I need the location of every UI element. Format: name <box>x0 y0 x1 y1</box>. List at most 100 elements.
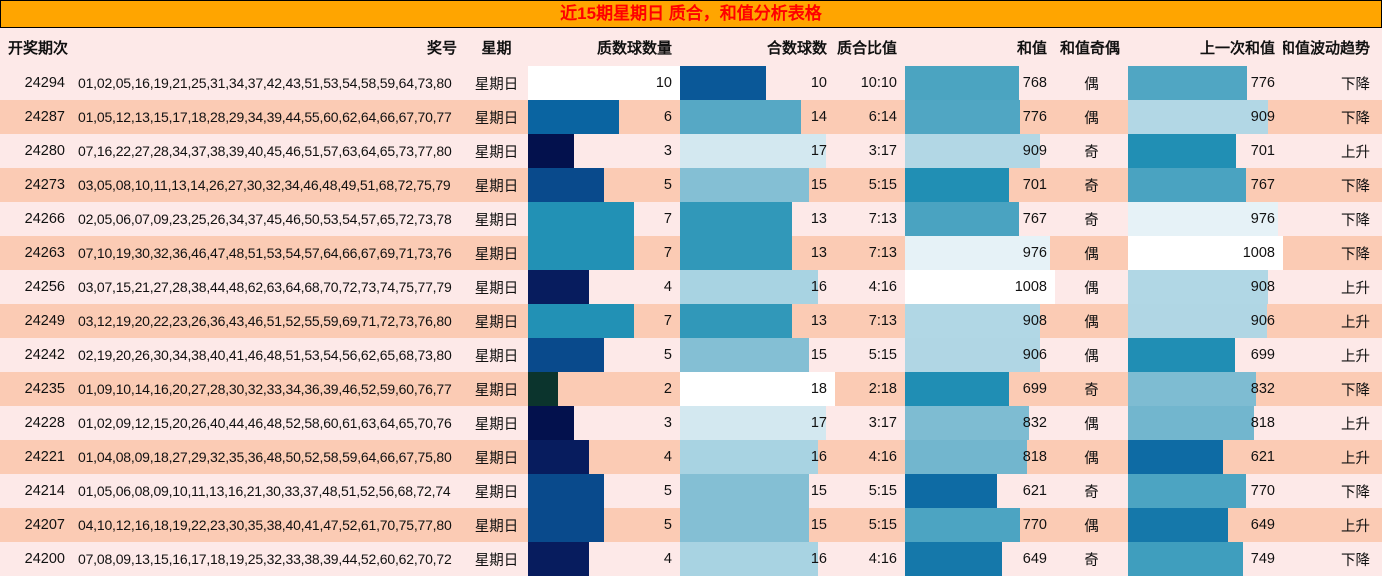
data-bar <box>528 440 589 474</box>
cell-composite-count: 13 <box>680 236 835 270</box>
cell-trend: 上升 <box>1341 416 1370 433</box>
cell-weekday: 星期日 <box>474 518 519 535</box>
cell-period: 24273 <box>24 177 65 193</box>
cell-period: 24221 <box>24 449 65 465</box>
cell-period: 24200 <box>24 551 65 567</box>
cell-weekday: 星期日 <box>474 314 519 331</box>
data-bar <box>528 100 620 134</box>
cell-weekday: 星期日 <box>474 348 519 365</box>
bar-value: 14 <box>810 109 827 125</box>
cell-sum: 976 <box>905 236 1055 270</box>
cell-sum: 768 <box>905 66 1055 100</box>
data-bar <box>680 100 801 134</box>
data-bar <box>680 236 792 270</box>
cell-sum-parity: 奇 <box>1084 382 1099 399</box>
cell-sum: 699 <box>905 372 1055 406</box>
cell-ratio: 5:15 <box>868 347 897 363</box>
bar-value: 13 <box>810 313 827 329</box>
cell-period: 24242 <box>24 347 65 363</box>
data-bar <box>680 372 835 406</box>
cell-prev-sum: 649 <box>1128 508 1283 542</box>
data-bar <box>905 440 1027 474</box>
cell-ratio: 7:13 <box>868 211 897 227</box>
data-bar <box>1128 372 1256 406</box>
data-bar <box>680 134 827 168</box>
bar-value: 5 <box>663 517 672 533</box>
header-cell-weekday: 星期 <box>481 39 512 57</box>
cell-weekday: 星期日 <box>474 552 519 569</box>
cell-prev-sum: 976 <box>1128 202 1283 236</box>
bar-value: 832 <box>1022 415 1047 431</box>
bar-value: 776 <box>1250 75 1275 91</box>
cell-prime-count: 4 <box>528 440 680 474</box>
cell-sum-parity: 偶 <box>1084 518 1099 535</box>
table-row: 24249 03,12,19,20,22,23,26,36,43,46,51,52… <box>0 304 1382 338</box>
data-bar <box>1128 134 1236 168</box>
cell-sum-parity: 奇 <box>1084 144 1099 161</box>
bar-value: 16 <box>810 449 827 465</box>
cell-prev-sum: 770 <box>1128 474 1283 508</box>
data-bar <box>905 168 1010 202</box>
bar-value: 13 <box>810 211 827 227</box>
table-row: 24287 01,05,12,13,15,17,18,28,29,34,39,44… <box>0 100 1382 134</box>
cell-sum-parity: 偶 <box>1084 246 1099 263</box>
cell-prev-sum: 701 <box>1128 134 1283 168</box>
bar-value: 5 <box>663 347 672 363</box>
bar-value: 2 <box>663 381 672 397</box>
cell-numbers: 03,07,15,21,27,28,38,44,48,62,63,64,68,7… <box>78 279 452 295</box>
cell-trend: 下降 <box>1341 382 1370 399</box>
bar-value: 649 <box>1022 551 1047 567</box>
bar-value: 701 <box>1022 177 1047 193</box>
bar-value: 776 <box>1022 109 1047 125</box>
bar-value: 5 <box>663 177 672 193</box>
cell-sum: 776 <box>905 100 1055 134</box>
data-bar <box>680 542 818 576</box>
bar-value: 621 <box>1022 483 1047 499</box>
cell-composite-count: 14 <box>680 100 835 134</box>
cell-composite-count: 16 <box>680 542 835 576</box>
cell-prev-sum: 621 <box>1128 440 1283 474</box>
data-bar <box>528 168 604 202</box>
cell-weekday: 星期日 <box>474 212 519 229</box>
cell-numbers: 03,12,19,20,22,23,26,36,43,46,51,52,55,5… <box>78 313 452 329</box>
cell-weekday: 星期日 <box>474 110 519 127</box>
cell-weekday: 星期日 <box>474 450 519 467</box>
cell-composite-count: 17 <box>680 406 835 440</box>
cell-sum-parity: 奇 <box>1084 552 1099 569</box>
cell-prev-sum: 832 <box>1128 372 1283 406</box>
table-body: 24294 01,02,05,16,19,21,25,31,34,37,42,43… <box>0 66 1382 576</box>
cell-prime-count: 6 <box>528 100 680 134</box>
data-bar <box>528 338 604 372</box>
cell-prev-sum: 908 <box>1128 270 1283 304</box>
cell-trend: 上升 <box>1341 348 1370 365</box>
data-bar <box>680 270 818 304</box>
cell-ratio: 4:16 <box>868 279 897 295</box>
cell-period: 24214 <box>24 483 65 499</box>
cell-prime-count: 5 <box>528 168 680 202</box>
cell-numbers: 04,10,12,16,18,19,22,23,30,35,38,40,41,4… <box>78 517 452 533</box>
cell-period: 24280 <box>24 143 65 159</box>
data-bar <box>1128 270 1268 304</box>
data-bar <box>1128 304 1268 338</box>
bar-value: 16 <box>810 551 827 567</box>
cell-numbers: 03,05,08,10,11,13,14,26,27,30,32,34,46,4… <box>78 177 451 193</box>
data-bar <box>528 270 589 304</box>
cell-ratio: 3:17 <box>868 415 897 431</box>
cell-sum: 649 <box>905 542 1055 576</box>
data-bar <box>680 440 818 474</box>
bar-value: 4 <box>663 551 672 567</box>
bar-value: 6 <box>663 109 672 125</box>
cell-numbers: 01,04,08,09,18,27,29,32,35,36,48,50,52,5… <box>78 449 452 465</box>
cell-numbers: 01,05,06,08,09,10,11,13,16,21,30,33,37,4… <box>78 483 451 499</box>
data-bar <box>528 542 589 576</box>
data-bar <box>1128 474 1247 508</box>
bar-value: 976 <box>1250 211 1275 227</box>
cell-numbers: 01,05,12,13,15,17,18,28,29,34,39,44,55,6… <box>78 109 452 125</box>
cell-sum: 701 <box>905 168 1055 202</box>
bar-value: 7 <box>663 211 672 227</box>
bar-value: 909 <box>1022 143 1047 159</box>
cell-sum-parity: 奇 <box>1084 212 1099 229</box>
table-row: 24228 01,02,09,12,15,20,26,40,44,46,48,52… <box>0 406 1382 440</box>
bar-value: 15 <box>810 483 827 499</box>
cell-numbers: 02,19,20,26,30,34,38,40,41,46,48,51,53,5… <box>78 347 452 363</box>
